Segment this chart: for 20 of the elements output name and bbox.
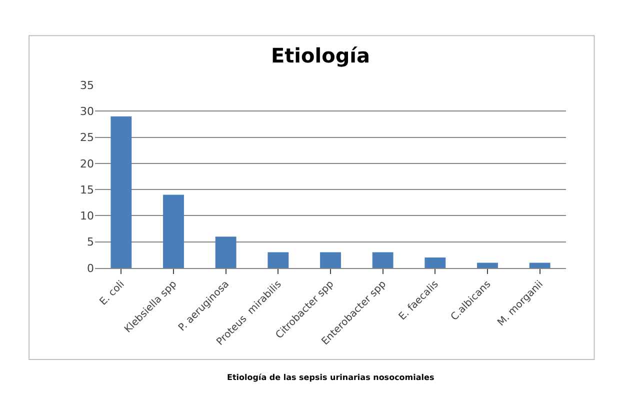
y-tick-label: 15 (80, 183, 94, 196)
y-tick-label: 30 (80, 104, 94, 118)
text: Etiología de las sepsis urinarias nosocomiales (227, 373, 434, 382)
y-tick-label: 20 (80, 157, 94, 170)
y-tick-label: 35 (80, 78, 94, 92)
chart-title: Etiología (270, 43, 370, 68)
y-tick-label: 5 (87, 236, 94, 249)
bar (529, 262, 550, 268)
bar (268, 252, 289, 268)
bar (110, 116, 132, 268)
y-tick-label: 0 (87, 262, 94, 275)
y-tick-label: 10 (80, 210, 94, 223)
bar (477, 262, 498, 268)
y-tick-label: 25 (80, 131, 94, 144)
bar (424, 258, 446, 268)
bar (163, 194, 184, 268)
x-tick-label: E. coli (98, 278, 127, 308)
bar (320, 252, 341, 268)
bar (215, 236, 236, 268)
bar (372, 252, 394, 268)
